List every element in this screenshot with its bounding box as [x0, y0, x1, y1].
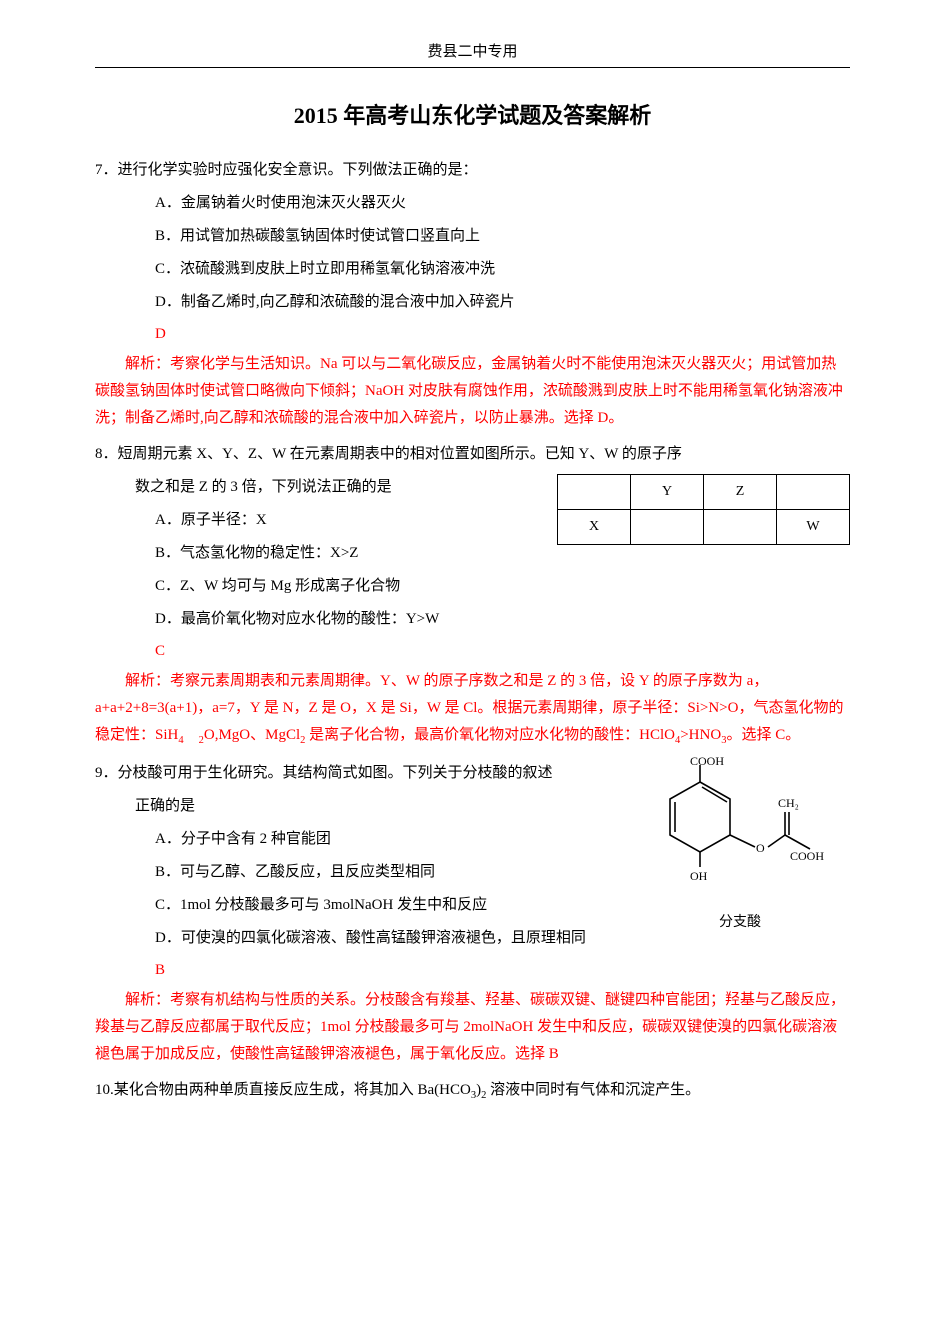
- q7-option-c: C．浓硫酸溅到皮肤上时立即用稀氢氧化钠溶液冲洗: [95, 253, 850, 286]
- periodic-position-table: Y Z X W: [557, 474, 850, 545]
- table-row: Y Z: [558, 475, 850, 510]
- cell: [631, 510, 704, 545]
- label-cooh-top: COOH: [690, 757, 724, 768]
- q7-option-a: A．金属钠着火时使用泡沫灭火器灭火: [95, 187, 850, 220]
- q9-answer: B: [95, 955, 850, 985]
- label-o: O: [756, 841, 765, 855]
- question-10: 10.某化合物由两种单质直接反应生成，将其加入 Ba(HCO3)2 溶液中同时有…: [95, 1074, 850, 1107]
- molecule-caption: 分支酸: [650, 911, 830, 931]
- question-7: 7．进行化学实验时应强化安全意识。下列做法正确的是： A．金属钠着火时使用泡沫灭…: [95, 154, 850, 432]
- cell: [558, 475, 631, 510]
- q7-option-d: D．制备乙烯时,向乙醇和浓硫酸的混合液中加入碎瓷片: [95, 286, 850, 319]
- label-cooh-right: COOH: [790, 849, 824, 863]
- question-8: 8．短周期元素 X、Y、Z、W 在元素周期表中的相对位置如图所示。已知 Y、W …: [95, 438, 850, 751]
- label-ch2: CH₂: [778, 796, 799, 810]
- cell: W: [777, 510, 850, 545]
- molecule-svg: COOH CH₂ COOH OH O: [650, 757, 830, 902]
- cell: X: [558, 510, 631, 545]
- question-9: 9．分枝酸可用于生化研究。其结构简式如图。下列关于分枝酸的叙述 正确的是: [95, 757, 850, 1068]
- table-row: X W: [558, 510, 850, 545]
- q8-option-c: C．Z、W 均可与 Mg 形成离子化合物: [95, 570, 850, 603]
- cell: Z: [704, 475, 777, 510]
- page: 费县二中专用 2015 年高考山东化学试题及答案解析 7．进行化学实验时应强化安…: [0, 0, 945, 1337]
- q8-stem-line1: 8．短周期元素 X、Y、Z、W 在元素周期表中的相对位置如图所示。已知 Y、W …: [95, 438, 850, 471]
- q7-stem: 7．进行化学实验时应强化安全意识。下列做法正确的是：: [95, 154, 850, 187]
- cell: Y: [631, 475, 704, 510]
- page-header: 费县二中专用: [95, 40, 850, 68]
- q7-option-b: B．用试管加热碳酸氢钠固体时使试管口竖直向上: [95, 220, 850, 253]
- q7-explanation: 解析：考察化学与生活知识。Na 可以与二氧化碳反应，金属钠着火时不能使用泡沫灭火…: [95, 351, 850, 432]
- molecule-diagram: COOH CH₂ COOH OH O 分支酸: [650, 757, 830, 931]
- q8-option-d: D．最高价氧化物对应水化物的酸性：Y>W: [95, 603, 850, 636]
- label-oh: OH: [690, 869, 708, 883]
- q8-explanation: 解析：考察元素周期表和元素周期律。Y、W 的原子序数之和是 Z 的 3 倍，设 …: [95, 668, 850, 751]
- cell: [777, 475, 850, 510]
- q10-stem: 10.某化合物由两种单质直接反应生成，将其加入 Ba(HCO3)2 溶液中同时有…: [95, 1074, 850, 1107]
- cell: [704, 510, 777, 545]
- page-title: 2015 年高考山东化学试题及答案解析: [95, 98, 850, 130]
- q8-answer: C: [95, 636, 850, 666]
- q7-answer: D: [95, 319, 850, 349]
- q9-explanation: 解析：考察有机结构与性质的关系。分枝酸含有羧基、羟基、碳碳双键、醚键四种官能团；…: [95, 987, 850, 1068]
